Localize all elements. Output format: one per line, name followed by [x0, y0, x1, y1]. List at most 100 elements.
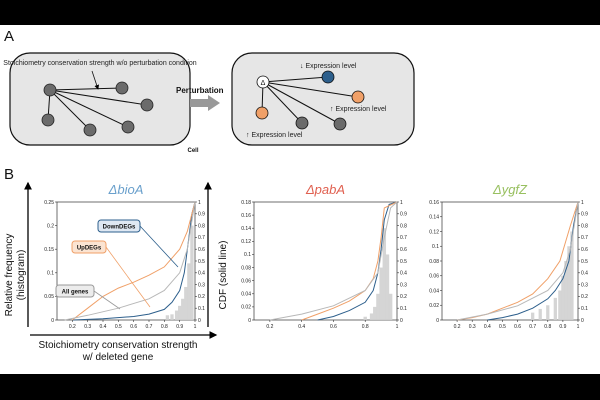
cdf-line-downdegs	[72, 201, 196, 321]
y-tick-label-right: 1	[581, 200, 584, 206]
y-tick-label-left: 0.12	[429, 229, 439, 235]
y-tick-label-right: 0.9	[400, 212, 407, 218]
histogram-bar	[553, 297, 557, 320]
chart-title: ΔbioA	[108, 182, 144, 197]
histogram-bar	[382, 228, 387, 320]
y-tick-label-left: 0.16	[241, 213, 251, 219]
up-node	[255, 106, 269, 120]
y-tick-label-right: 0.7	[581, 235, 588, 241]
legend-up-box	[71, 240, 107, 254]
x-tick-label: 0.5	[499, 324, 506, 330]
x-tick-label: 0.9	[176, 324, 183, 330]
plot-area	[441, 201, 579, 321]
y-tick-label-left: 0.25	[44, 200, 54, 206]
y-tick-label-left: 0.12	[241, 239, 251, 245]
x-tick-label: 0.8	[362, 324, 369, 330]
x-tick-label: 0.8	[544, 324, 551, 330]
cell-label: Cell	[187, 148, 198, 154]
up-expression-label: ↑ Expression level	[330, 106, 387, 113]
x-tick-label: 0.4	[100, 324, 107, 330]
cdf-line-downdegs	[317, 201, 398, 321]
chart-title: ΔpabA	[305, 182, 345, 197]
y-tick-label-right: 0.6	[400, 247, 407, 253]
left-cell-caption: Stoichiometry conservation strength w/o …	[3, 60, 196, 67]
histogram-bar	[376, 293, 380, 320]
x-tick-label: 0.7	[146, 324, 153, 330]
perturbation-arrow	[190, 95, 220, 111]
y-tick-label-right: 0.3	[400, 282, 407, 288]
x-tick-label: 0.6	[130, 324, 137, 330]
y-tick-label-right: 0.4	[581, 271, 588, 277]
y-tick-label-right: 0.2	[400, 294, 407, 300]
x-tick-label: 0.4	[484, 324, 491, 330]
y-tick-label-right: 0.7	[198, 235, 205, 241]
y-tick-label-left: 0.2	[47, 223, 54, 229]
y-tick-label-left: 0.04	[241, 292, 251, 298]
y-tick-label-left: 0	[51, 318, 54, 324]
up-node	[351, 90, 365, 104]
y-tick-label-right: 0	[198, 318, 201, 324]
deleted-node	[256, 75, 270, 89]
y-tick-label-right: 1	[198, 200, 201, 206]
up-expression-label: ↑ Expression level	[246, 132, 303, 139]
y-tick-label-left: 0.02	[241, 305, 251, 311]
node	[115, 81, 129, 95]
histogram-bar	[570, 231, 574, 320]
node	[41, 113, 55, 127]
y-tick-label-right: 0.2	[581, 294, 588, 300]
figure-canvas: A Stoichiometry conservation strength w/…	[3, 28, 588, 363]
y-tick-label-left: 0.1	[432, 244, 439, 250]
x-tick-label: 0.2	[69, 324, 76, 330]
ylabel-left-2: (histogram)	[16, 250, 27, 301]
y-tick-label-right: 0.6	[198, 247, 205, 253]
cdf-line-all-genes	[64, 201, 196, 321]
x-tick-label: 0.9	[559, 324, 566, 330]
charts: ΔbioA 0 0.05 0.1 0.15 0.2 0.25 0 0.1 0.2 0.3 0.4 0.5…	[44, 182, 588, 330]
y-tick-label-left: 0.06	[241, 278, 251, 284]
histogram-bar	[170, 314, 174, 320]
y-tick-label-left: 0.05	[44, 294, 54, 300]
histogram-bar	[379, 267, 383, 320]
y-tick-label-right: 0.9	[581, 212, 588, 218]
panel-a-label: A	[4, 28, 14, 45]
figure: A Stoichiometry conservation strength w/…	[0, 25, 600, 374]
chart-3: ΔygfZ 0 0.02 0.04 0.06 0.08 0.1 0.12 0.14 0.16 0 0.…	[429, 182, 588, 330]
down-node	[321, 70, 335, 84]
x-tick-label: 0.3	[84, 324, 91, 330]
histogram-bar	[531, 312, 535, 320]
legend: DownDEGs UpDEGs All genes	[55, 219, 179, 310]
histogram-bar	[561, 275, 565, 320]
y-tick-label-right: 0.5	[581, 259, 588, 265]
legend-down-box	[97, 219, 141, 233]
histogram-bar	[388, 293, 393, 320]
chart-title: ΔygfZ	[492, 182, 528, 197]
y-tick-label-left: 0.14	[241, 226, 251, 232]
y-tick-label-right: 0.3	[581, 282, 588, 288]
y-tick-label-right: 0	[400, 318, 403, 324]
plot-area	[253, 201, 398, 321]
histogram-bar	[546, 305, 550, 320]
node	[83, 123, 97, 137]
y-tick-label-right: 0.8	[400, 223, 407, 229]
x-tick-label: 0.6	[514, 324, 521, 330]
x-tick-label: 0.3	[469, 324, 476, 330]
y-tick-label-right: 0.2	[198, 294, 205, 300]
histogram-bar	[165, 315, 170, 320]
node	[333, 117, 347, 131]
node	[295, 116, 309, 130]
x-tick-label: 0.8	[161, 324, 168, 330]
x-tick-label: 0.6	[330, 324, 337, 330]
legend-up-label: UpDEGs	[77, 246, 102, 252]
cdf-line-all-genes	[457, 201, 579, 321]
perturbation-label: Perturbation	[176, 86, 224, 95]
y-tick-label-left: 0.15	[44, 247, 54, 253]
y-tick-label-right: 0.5	[400, 259, 407, 265]
histogram-bar	[190, 225, 194, 320]
delta-symbol: Δ	[261, 80, 266, 87]
histogram-bar	[174, 310, 179, 320]
y-tick-label-right: 0.3	[198, 282, 205, 288]
histogram-bar	[373, 306, 377, 320]
y-tick-label-right: 1	[400, 200, 403, 206]
histogram-bar	[181, 298, 185, 320]
y-tick-label-right: 0.5	[198, 259, 205, 265]
